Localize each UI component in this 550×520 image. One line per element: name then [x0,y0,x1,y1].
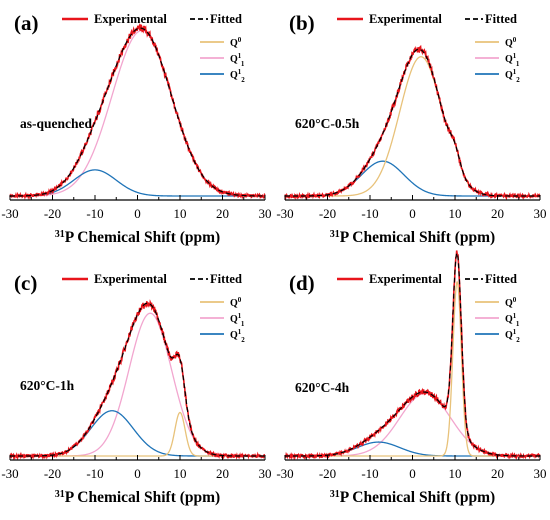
legend-q0-label: Q0 [230,296,242,309]
x-tick-label: -30 [276,466,293,481]
series-q11-curve [10,29,265,197]
experimental-curve [284,44,541,201]
legend-q12-label: Q12 [505,328,520,344]
panel-label: (c) [14,271,37,295]
legend-fitted-label: Fitted [210,12,242,26]
x-tick-label: 0 [409,206,416,221]
legend-q12-label: Q12 [230,328,245,344]
x-tick-label: -20 [44,206,61,221]
legend-experimental-label: Experimental [369,12,442,26]
x-tick-label: 0 [409,466,416,481]
x-tick-label: 10 [449,466,462,481]
legend-q11-label: Q11 [230,52,245,68]
x-tick-label: 20 [216,206,229,221]
legend-q0-label: Q0 [230,36,242,49]
legend-fitted-label: Fitted [210,272,242,286]
x-tick-label: 30 [534,466,547,481]
series-q0-curve [285,280,540,457]
legend-experimental-label: Experimental [369,272,442,286]
x-axis-label: 31P Chemical Shift (ppm) [55,229,220,247]
x-tick-label: -30 [276,206,293,221]
x-axis-label: 31P Chemical Shift (ppm) [55,489,220,507]
x-tick-label: 30 [534,206,547,221]
series-q12-curve [285,160,540,197]
x-tick-label: 20 [216,466,229,481]
sample-label: 620°C-0.5h [295,116,360,131]
legend-q12-label: Q12 [230,68,245,84]
panel-label: (b) [289,11,315,35]
panel-b: -30 -20 -10 0 10 20 30 31P Chemical Shift (ppm)… [276,11,546,246]
panel-d: -30 -20 -10 0 10 20 30 31P Chemical Shift (ppm)… [276,250,547,507]
legend-q0-label: Q0 [505,296,517,309]
panel-label: (d) [289,271,315,295]
panel-a: -30 -20 -10 0 10 20 30 31P Chemical Shift (ppm)… [1,11,271,246]
legend-fitted-label: Fitted [485,272,517,286]
x-tick-label: -30 [1,206,18,221]
legend-q0-label: Q0 [505,36,517,49]
sample-label: 620°C-4h [295,380,350,395]
x-tick-label: 30 [259,466,272,481]
sample-label: as-quenched [20,116,93,131]
x-tick-label: 10 [449,206,462,221]
x-tick-label: -10 [86,206,103,221]
x-tick-label: -30 [1,466,18,481]
x-tick-label: 20 [491,466,504,481]
panel-c: -30 -20 -10 0 10 20 30 31P Chemical Shift (ppm)… [1,271,271,506]
x-tick-label: 20 [491,206,504,221]
legend-experimental-label: Experimental [94,272,167,286]
x-axis-label: 31P Chemical Shift (ppm) [330,489,495,507]
x-tick-label: 30 [259,206,272,221]
legend-q11-label: Q11 [505,52,520,68]
legend-q11-label: Q11 [505,312,520,328]
x-tick-label: -20 [44,466,61,481]
x-tick-label: -10 [361,466,378,481]
x-tick-label: -20 [319,466,336,481]
fitted-curve [10,27,265,197]
legend-fitted-label: Fitted [485,12,517,26]
series-q11-curve [285,392,540,457]
panel-label: (a) [14,11,39,35]
x-tick-label: -10 [361,206,378,221]
x-tick-label: 10 [174,206,187,221]
x-tick-label: 0 [134,206,141,221]
x-tick-label: -10 [86,466,103,481]
x-axis-label: 31P Chemical Shift (ppm) [330,229,495,247]
x-tick-label: 10 [174,466,187,481]
experimental-curve [9,23,266,201]
series-q12-curve [10,410,265,457]
x-tick-label: -20 [319,206,336,221]
sample-label: 620°C-1h [20,378,75,393]
legend-q11-label: Q11 [230,312,245,328]
legend-experimental-label: Experimental [94,12,167,26]
x-tick-label: 0 [134,466,141,481]
legend-q12-label: Q12 [505,68,520,84]
series-q12-curve [285,441,540,457]
